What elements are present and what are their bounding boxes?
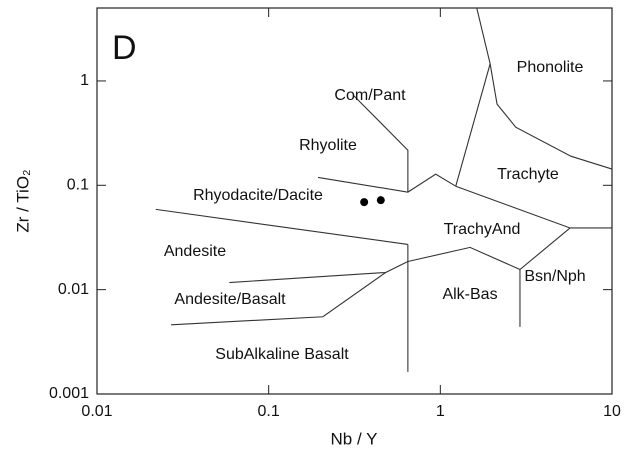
- y-tick-label: 0.01: [58, 281, 89, 298]
- y-tick-label: 0.1: [67, 177, 89, 194]
- field-label: Rhyodacite/Dacite: [193, 187, 323, 204]
- field-label: Bsn/Nph: [524, 268, 585, 285]
- x-tick-label: 1: [436, 403, 445, 420]
- field-label: SubAlkaline Basalt: [215, 346, 349, 363]
- field-label: Phonolite: [517, 59, 584, 76]
- x-tick-label: 0.01: [81, 403, 112, 420]
- field-boundary: [155, 208, 408, 246]
- y-axis-label: Zr / TiO₂: [13, 169, 32, 232]
- field-boundary: [476, 7, 613, 170]
- field-label: TrachyAnd: [444, 221, 521, 238]
- field-boundary: [317, 173, 457, 193]
- x-axis-label: Nb / Y: [331, 429, 378, 448]
- field-label: Rhyolite: [299, 137, 357, 154]
- field-label: Andesite/Basalt: [174, 291, 286, 308]
- y-tick-label: 0.001: [49, 385, 89, 402]
- x-tick-label: 10: [603, 403, 621, 420]
- field-label: Andesite: [164, 243, 226, 260]
- field-boundary: [407, 227, 571, 271]
- point: [360, 198, 369, 207]
- point: [376, 196, 385, 205]
- field-label: Alk-Bas: [442, 286, 497, 303]
- field-label: Trachyte: [497, 166, 559, 183]
- field-label: Com/Pant: [334, 87, 406, 104]
- y-tick-label: 1: [80, 72, 89, 89]
- field-boundary: [171, 261, 409, 326]
- field-boundary: [455, 63, 491, 187]
- field-boundary: [229, 271, 386, 284]
- x-tick-label: 0.1: [258, 403, 280, 420]
- plot-frame: [96, 7, 613, 395]
- field-boundary: [353, 95, 409, 193]
- panel-letter: D: [112, 29, 137, 67]
